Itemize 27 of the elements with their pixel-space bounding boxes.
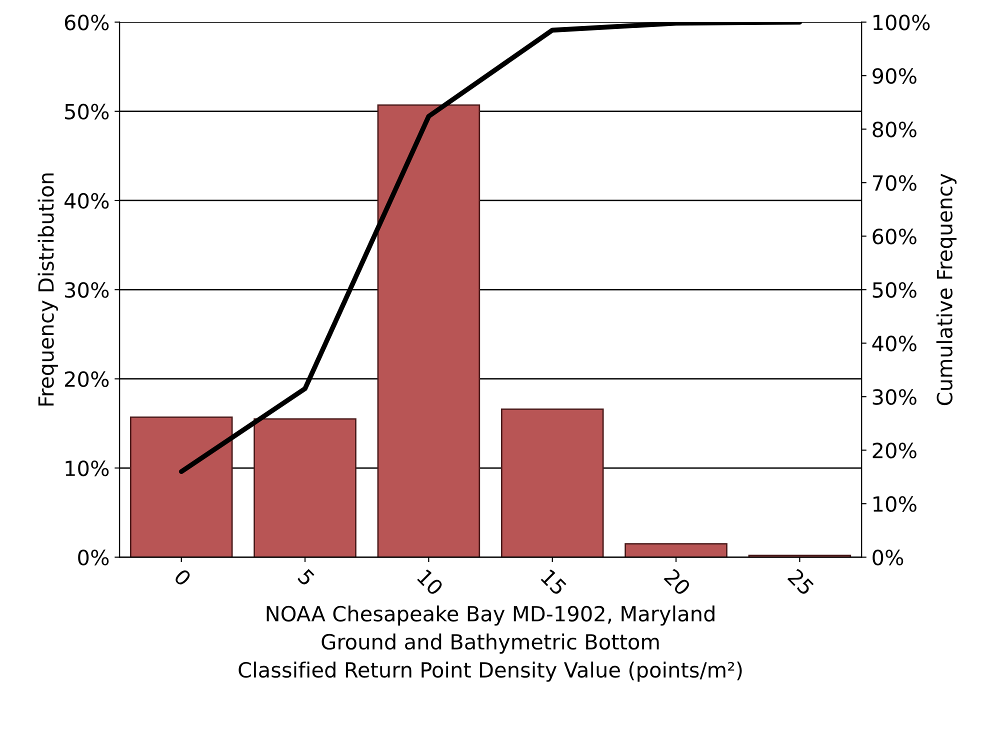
y-tick-label: 20%	[65, 371, 109, 388]
y-tick-label: 50%	[65, 104, 109, 120]
x-tick-label: 5	[297, 568, 316, 586]
x-tick-label: 15	[540, 568, 568, 596]
y2-tick-label: 20%	[872, 442, 916, 458]
y2-tick-label: 60%	[872, 228, 916, 244]
x-axis-title: NOAA Chesapeake Bay MD-1902, Maryland Ground and Bathymetric Bottom Classified Return Point Density Value (points/m²)	[238, 605, 742, 682]
x-tick-label: 25	[787, 568, 815, 596]
y2-tick-label: 90%	[872, 68, 916, 84]
y2-tick-label: 100%	[874, 14, 930, 30]
y2-tick-label: 50%	[872, 282, 916, 298]
y-tick-label: 60%	[64, 14, 109, 30]
y2-tick-label: 40%	[872, 336, 916, 352]
y2-tick-label: 10%	[874, 496, 916, 512]
y2-axis-title: Cumulative Frequency	[936, 174, 957, 406]
y2-tick-label: 80%	[872, 122, 916, 138]
y2-tick-label: 30%	[872, 389, 916, 405]
y-axis-title: Frequency Distribution	[38, 174, 58, 406]
y-tick-label: 0%	[78, 550, 109, 566]
y-tick-label: 10%	[66, 460, 109, 476]
y-tick-label: 30%	[65, 282, 109, 298]
y2-tick-label: 70%	[872, 175, 916, 191]
y-tick-label: 40%	[64, 192, 109, 209]
x-tick-label: 10	[416, 568, 444, 596]
y2-tick-label: 0%	[872, 550, 904, 566]
x-tick-label: 0	[173, 568, 192, 587]
x-tick-label: 20	[663, 568, 692, 596]
